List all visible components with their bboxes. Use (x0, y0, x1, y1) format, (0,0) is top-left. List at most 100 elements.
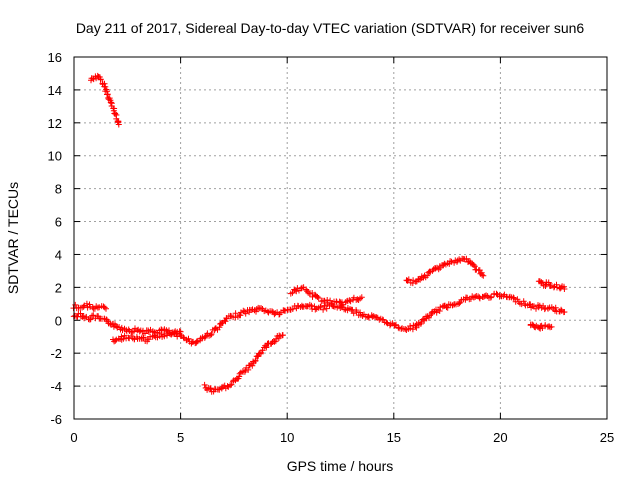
data-point (419, 316, 426, 323)
data-point (444, 304, 451, 311)
y-axis-label: SDTVAR / TECUs (5, 182, 21, 294)
data-point (103, 305, 109, 312)
series-arc-2 (70, 290, 568, 347)
data-point (545, 305, 552, 312)
data-point (199, 335, 205, 342)
chart-title: Day 211 of 2017, Sidereal Day-to-day VTE… (76, 20, 585, 36)
data-point (315, 295, 322, 301)
y-tick-label: -2 (50, 346, 62, 361)
data-point (224, 383, 231, 390)
data-point (112, 110, 119, 117)
data-point (107, 99, 114, 106)
data-point (395, 324, 402, 331)
data-point (436, 308, 443, 314)
x-tick-label: 15 (387, 430, 401, 445)
data-point (298, 285, 304, 292)
data-point (510, 294, 517, 301)
y-tick-label: 10 (48, 149, 62, 164)
data-point (358, 294, 365, 301)
y-tick-label: 16 (48, 50, 62, 65)
data-point (227, 382, 234, 389)
data-point (314, 293, 321, 300)
data-point (353, 308, 360, 315)
data-point (471, 263, 478, 270)
data-point (97, 76, 104, 83)
data-point (258, 305, 265, 312)
data-point (245, 366, 252, 373)
data-point (405, 276, 412, 283)
data-point (480, 272, 487, 279)
data-point (561, 309, 568, 315)
data-point (561, 286, 568, 292)
data-point (545, 279, 552, 286)
data-point (72, 301, 79, 308)
data-point (312, 306, 319, 313)
series-arc-7 (403, 255, 487, 287)
data-point (552, 304, 559, 311)
data-point (470, 262, 477, 268)
data-point (130, 328, 137, 335)
data-point (207, 332, 214, 339)
data-point (350, 310, 357, 317)
x-axis-label: GPS time / hours (287, 458, 394, 474)
y-tick-label: -6 (50, 412, 62, 427)
data-point (185, 335, 192, 342)
data-point (432, 265, 439, 272)
data-point (548, 323, 555, 330)
data-point (383, 319, 390, 326)
series-arc-9 (527, 321, 555, 332)
data-point (216, 324, 223, 331)
data-point (533, 305, 539, 312)
data-point (236, 370, 243, 377)
y-tick-label: 6 (55, 215, 62, 230)
data-point (514, 296, 521, 303)
data-point (87, 316, 94, 323)
y-tick-label: 0 (55, 313, 62, 328)
data-point (112, 337, 119, 344)
data-point (320, 306, 327, 313)
x-tick-label: 0 (70, 430, 77, 445)
data-points (70, 72, 568, 395)
data-point (242, 310, 249, 317)
data-point (447, 258, 454, 265)
data-point (222, 318, 229, 325)
y-tick-label: 12 (48, 116, 62, 131)
data-point (207, 385, 214, 392)
data-point (327, 297, 334, 304)
y-tick-label: 4 (55, 247, 62, 262)
data-point (321, 297, 328, 304)
data-point (456, 300, 463, 307)
data-point (237, 312, 244, 319)
series-arc-4 (110, 328, 184, 345)
data-point (115, 121, 122, 128)
data-point (493, 290, 500, 297)
series-arc-8 (535, 278, 568, 292)
data-point (83, 300, 90, 307)
series-arc-5 (201, 332, 286, 395)
data-point (539, 280, 546, 286)
data-point (479, 271, 486, 278)
plot-frame (73, 56, 608, 420)
y-tick-label: 2 (55, 280, 62, 295)
data-point (370, 313, 377, 320)
data-point (520, 298, 527, 305)
series-arc-6 (287, 284, 365, 308)
data-point (253, 306, 260, 312)
axis-ticks: 0 5 10 15 20 25 -6 -4 -2 0 2 4 6 8 10 12 14 16 (48, 50, 615, 445)
data-point (201, 381, 208, 388)
data-point (176, 328, 183, 335)
data-point (273, 336, 280, 342)
data-point (177, 328, 184, 335)
x-tick-label: 5 (177, 430, 184, 445)
data-point (293, 288, 300, 295)
data-point (208, 331, 215, 337)
data-point (279, 332, 286, 339)
data-point (418, 319, 425, 326)
data-point (404, 277, 411, 284)
x-tick-label: 10 (280, 430, 294, 445)
series-arc-1 (88, 72, 122, 128)
y-tick-label: -4 (50, 379, 62, 394)
y-tick-label: 8 (55, 182, 62, 197)
data-point (308, 302, 315, 309)
